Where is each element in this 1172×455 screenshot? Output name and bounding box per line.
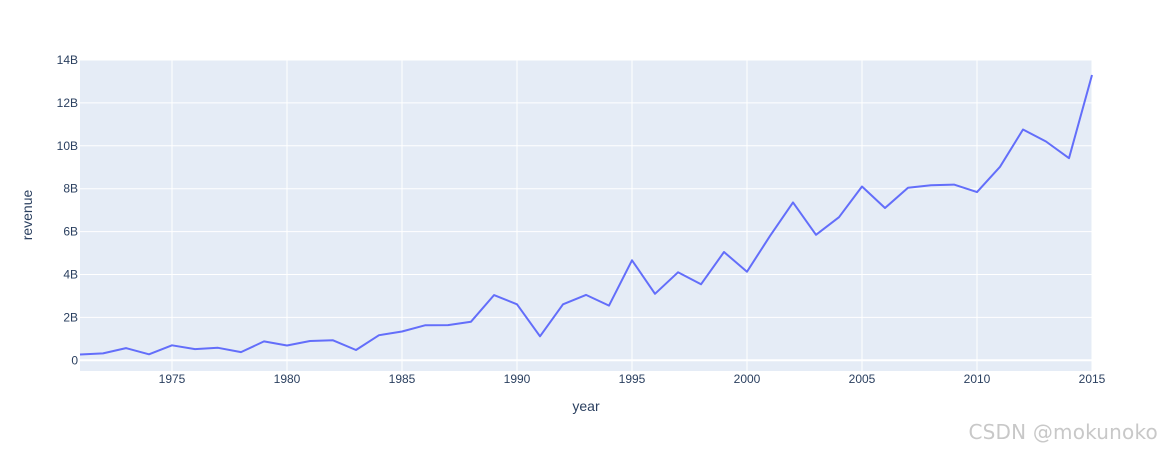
x-axis-title: year <box>572 398 600 414</box>
y-tick-label: 0 <box>71 353 78 367</box>
x-tick-label: 1980 <box>274 372 301 386</box>
x-tick-label: 2010 <box>964 372 991 386</box>
y-tick-label: 8B <box>63 182 78 196</box>
x-tick-label: 1990 <box>504 372 531 386</box>
y-tick-label: 2B <box>63 310 78 324</box>
y-tick-labels: 0 2B 4B 6B 8B 10B 12B 14B <box>57 53 79 367</box>
x-gridlines <box>171 60 1093 371</box>
x-tick-labels: 1975 1980 1985 1990 1995 2000 2005 2010 2015 <box>159 372 1106 386</box>
y-tick-label: 14B <box>57 53 78 67</box>
x-tick-label: 2005 <box>849 372 876 386</box>
y-tick-label: 6B <box>63 225 78 239</box>
x-tick-label: 1975 <box>159 372 186 386</box>
series-layer <box>79 74 1093 356</box>
x-tick-label: 1995 <box>619 372 646 386</box>
series-line <box>79 74 1093 356</box>
x-tick-label: 1985 <box>389 372 416 386</box>
y-gridlines <box>80 59 1092 362</box>
x-tick-label: 2015 <box>1079 372 1106 386</box>
watermark: CSDN @mokunoko <box>968 420 1158 444</box>
y-tick-label: 10B <box>57 139 78 153</box>
x-tick-label: 2000 <box>734 372 761 386</box>
y-tick-label: 4B <box>63 267 78 281</box>
y-tick-label: 12B <box>57 96 78 110</box>
y-axis-title: revenue <box>19 189 35 240</box>
plot-background <box>80 60 1092 371</box>
